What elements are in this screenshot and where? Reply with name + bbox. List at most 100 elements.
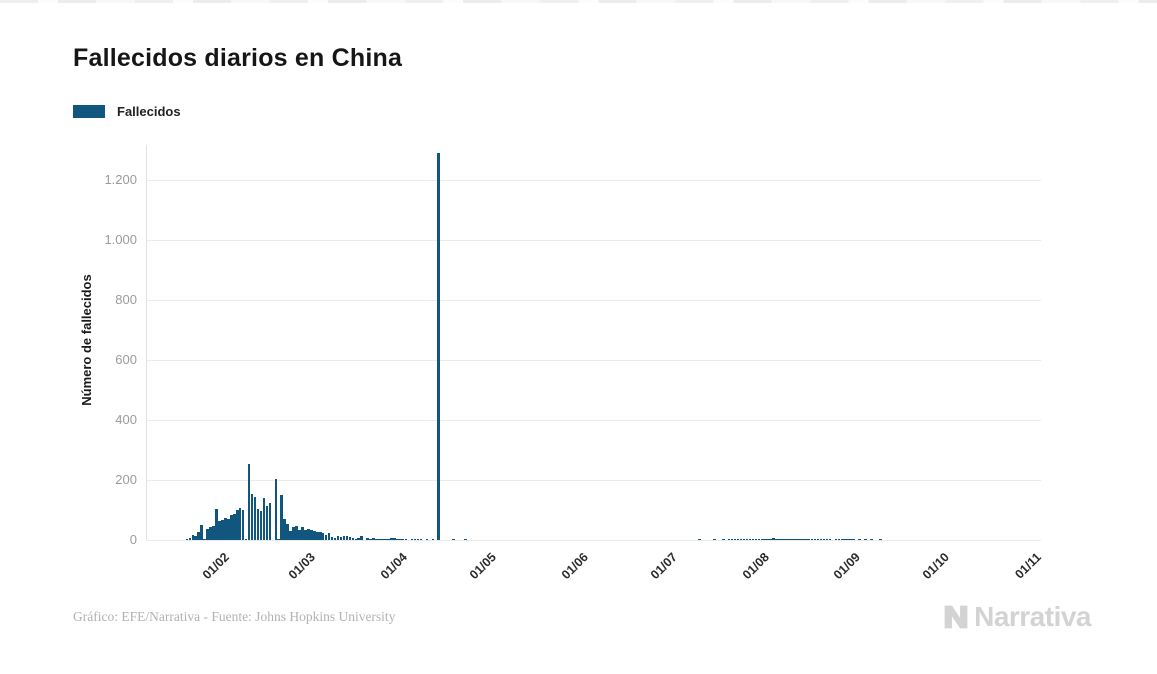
- bar[interactable]: [393, 538, 396, 540]
- bar[interactable]: [721, 539, 725, 540]
- bar[interactable]: [852, 539, 855, 540]
- bar[interactable]: [733, 539, 737, 540]
- bar[interactable]: [849, 539, 852, 540]
- bar[interactable]: [327, 533, 331, 540]
- bar[interactable]: [357, 538, 361, 540]
- bar[interactable]: [194, 535, 198, 540]
- bar[interactable]: [292, 526, 295, 540]
- bar[interactable]: [784, 539, 787, 540]
- bar[interactable]: [757, 539, 761, 540]
- bar[interactable]: [351, 537, 355, 540]
- bar[interactable]: [760, 538, 764, 540]
- bar[interactable]: [766, 539, 769, 540]
- bar[interactable]: [810, 539, 814, 540]
- bar[interactable]: [727, 539, 731, 540]
- bar[interactable]: [227, 519, 230, 540]
- bar[interactable]: [745, 539, 749, 540]
- bar[interactable]: [301, 527, 304, 540]
- bar[interactable]: [369, 538, 372, 540]
- bar[interactable]: [790, 538, 793, 540]
- bar[interactable]: [778, 539, 781, 540]
- bar[interactable]: [354, 538, 358, 540]
- bar[interactable]: [401, 539, 405, 540]
- bar[interactable]: [378, 539, 381, 540]
- bar[interactable]: [360, 535, 363, 540]
- bar[interactable]: [224, 518, 227, 540]
- bar[interactable]: [336, 536, 340, 540]
- bar[interactable]: [274, 478, 278, 540]
- bar[interactable]: [330, 536, 334, 540]
- bar[interactable]: [837, 539, 841, 540]
- bar[interactable]: [799, 538, 802, 540]
- bar[interactable]: [781, 539, 784, 540]
- bar[interactable]: [265, 506, 269, 540]
- bar[interactable]: [262, 498, 266, 540]
- bar[interactable]: [398, 538, 402, 540]
- legend-item-fallecidos[interactable]: Fallecidos: [73, 104, 181, 119]
- bar[interactable]: [819, 539, 823, 540]
- bar[interactable]: [858, 539, 861, 540]
- bar[interactable]: [425, 539, 429, 540]
- bar[interactable]: [250, 494, 254, 540]
- bar[interactable]: [256, 509, 260, 540]
- bar[interactable]: [209, 527, 212, 540]
- bar[interactable]: [452, 539, 455, 540]
- bar[interactable]: [787, 538, 790, 540]
- bar[interactable]: [739, 539, 743, 540]
- bar[interactable]: [348, 536, 352, 540]
- bar[interactable]: [384, 538, 387, 540]
- bar[interactable]: [310, 530, 313, 540]
- bar[interactable]: [825, 539, 829, 540]
- bar[interactable]: [200, 525, 203, 540]
- bar[interactable]: [345, 536, 349, 540]
- bar[interactable]: [313, 531, 316, 540]
- bar[interactable]: [253, 497, 257, 540]
- bar[interactable]: [763, 538, 767, 540]
- bar[interactable]: [247, 464, 251, 540]
- bar[interactable]: [736, 539, 740, 540]
- bar[interactable]: [864, 539, 867, 540]
- bar[interactable]: [813, 539, 817, 540]
- bar[interactable]: [221, 520, 224, 540]
- bar[interactable]: [431, 539, 435, 540]
- bar[interactable]: [283, 519, 286, 540]
- bar[interactable]: [843, 539, 847, 540]
- bar[interactable]: [464, 539, 467, 540]
- bar[interactable]: [268, 503, 272, 540]
- bar[interactable]: [396, 538, 399, 540]
- bar[interactable]: [235, 510, 239, 540]
- bar[interactable]: [203, 539, 206, 540]
- bar[interactable]: [437, 153, 441, 540]
- bar[interactable]: [419, 539, 423, 540]
- bar[interactable]: [342, 535, 346, 540]
- bar[interactable]: [713, 539, 716, 540]
- bar[interactable]: [748, 539, 752, 540]
- bar[interactable]: [324, 535, 328, 540]
- bar[interactable]: [381, 538, 384, 540]
- bar[interactable]: [870, 539, 873, 540]
- bar[interactable]: [280, 495, 283, 540]
- bar[interactable]: [751, 539, 755, 540]
- bar[interactable]: [834, 539, 838, 540]
- bar[interactable]: [413, 539, 417, 540]
- bar[interactable]: [215, 509, 218, 540]
- bar[interactable]: [307, 529, 310, 540]
- bar[interactable]: [769, 538, 772, 540]
- bar[interactable]: [339, 537, 343, 540]
- bar[interactable]: [772, 537, 775, 540]
- bar[interactable]: [410, 539, 414, 540]
- bar[interactable]: [807, 539, 811, 540]
- bar[interactable]: [796, 539, 799, 540]
- bar[interactable]: [185, 539, 189, 540]
- bar[interactable]: [840, 539, 844, 540]
- bar[interactable]: [387, 539, 390, 540]
- bar[interactable]: [238, 507, 242, 540]
- bar[interactable]: [775, 539, 778, 540]
- bar[interactable]: [846, 539, 849, 540]
- bar[interactable]: [828, 539, 832, 540]
- bar[interactable]: [197, 532, 200, 540]
- bar[interactable]: [793, 539, 796, 540]
- bar[interactable]: [286, 524, 289, 540]
- bar[interactable]: [404, 539, 408, 540]
- bar[interactable]: [191, 535, 195, 540]
